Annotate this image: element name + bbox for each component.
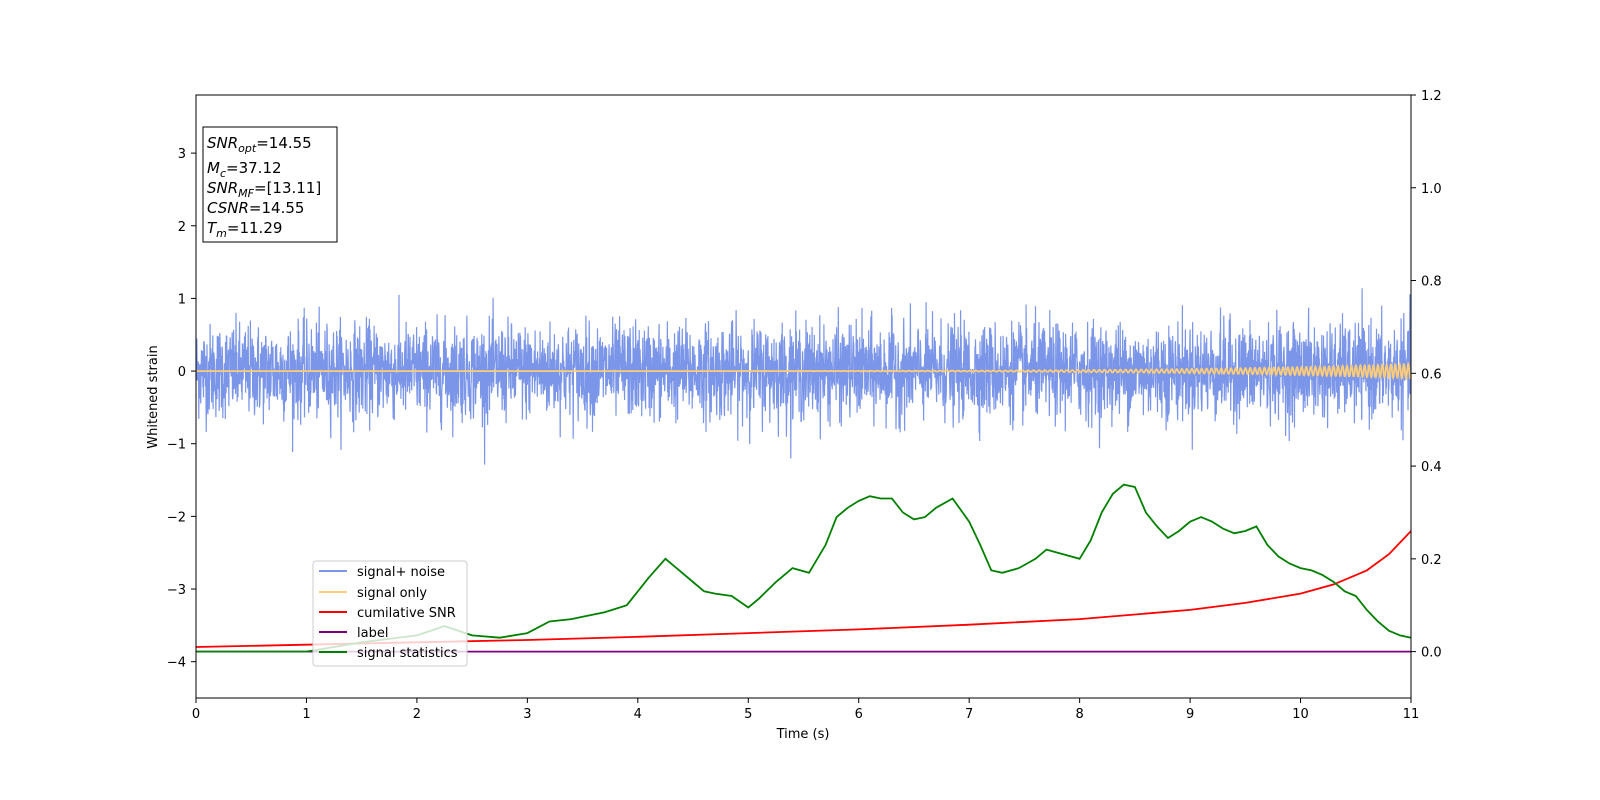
annotation-line-snr-opt: SNRopt=14.55 [207, 134, 312, 155]
y-axis-left: 3 2 1 0 −1 −2 −3 −4 [167, 147, 196, 671]
legend-label-signal-only: signal only [357, 586, 427, 601]
series-line-signal-statistics [196, 483, 1412, 653]
x-tick-label: 11 [1403, 707, 1420, 722]
x-tick-label: 6 [855, 707, 863, 722]
annotation-line-snr-mf: SNRMF=[13.11] [207, 179, 321, 200]
y-left-tick-label: 2 [178, 220, 186, 235]
legend-label-label: label [357, 626, 388, 641]
y-left-tick-label: −1 [167, 438, 186, 453]
annotation-line-csnr: CSNR=14.55 [207, 199, 304, 217]
x-tick-label: 10 [1292, 707, 1309, 722]
y-right-tick-label: 1.0 [1421, 182, 1442, 197]
legend-label-signal-statistics: signal statistics [357, 646, 458, 661]
x-tick-label: 0 [192, 707, 200, 722]
x-tick-label: 9 [1186, 707, 1194, 722]
y-left-tick-label: −2 [167, 510, 186, 525]
y-left-tick-label: 0 [178, 365, 186, 380]
legend-label-cumulative-snr: cumilative SNR [357, 606, 456, 621]
x-tick-label: 3 [523, 707, 531, 722]
x-tick-label: 5 [744, 707, 752, 722]
x-tick-label: 4 [634, 707, 642, 722]
y-right-tick-label: 0.4 [1421, 460, 1442, 475]
x-tick-label: 8 [1075, 707, 1083, 722]
x-tick-label: 1 [302, 707, 310, 722]
x-axis: 0 1 2 3 4 5 6 7 8 9 10 11 [192, 698, 1419, 722]
y-axis-label: Whitened strain [146, 345, 161, 448]
x-tick-label: 2 [413, 707, 421, 722]
annotation-box: SNRopt=14.55 Mc=37.12 SNRMF=[13.11] CSNR… [202, 126, 338, 243]
y-axis-right: 1.2 1.0 0.8 0.6 0.4 0.2 0.0 [1411, 89, 1442, 661]
y-left-tick-label: 1 [178, 292, 186, 307]
series-line-cumilative-snr [195, 530, 1412, 648]
plot-frame [195, 94, 1412, 699]
y-left-tick-label: 3 [178, 147, 186, 162]
x-axis-label: Time (s) [776, 727, 830, 742]
y-right-tick-label: 0.2 [1421, 553, 1442, 568]
y-right-tick-label: 1.2 [1421, 89, 1442, 104]
annotation-line-tm: Tm=11.29 [207, 219, 282, 240]
series-line-signal-noise [195, 288, 1412, 465]
series-line-signal-only [196, 361, 1412, 381]
annotation-frame [202, 126, 338, 243]
y-left-tick-label: −4 [167, 656, 186, 671]
y-left-tick-label: −3 [167, 583, 186, 598]
legend: signal+ noise signal only cumilative SNR… [312, 560, 468, 667]
y-right-tick-label: 0.8 [1421, 275, 1442, 290]
legend-label-signal-noise: signal+ noise [357, 565, 445, 580]
x-tick-label: 7 [965, 707, 973, 722]
y-right-tick-label: 0.6 [1421, 367, 1442, 382]
y-right-tick-label: 0.0 [1421, 646, 1442, 661]
annotation-line-mc: Mc=37.12 [207, 159, 282, 180]
legend-frame [312, 560, 468, 667]
